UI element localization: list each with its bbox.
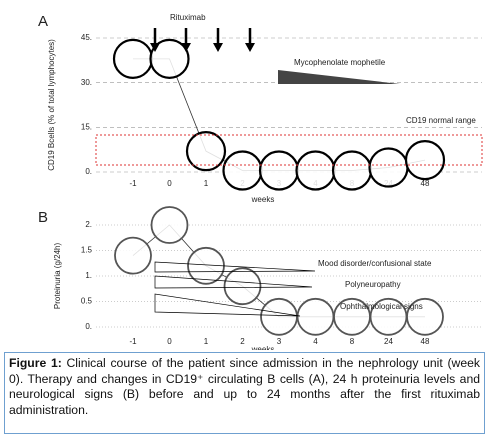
data-point [406,297,444,336]
x-tick-label: 0 [167,179,172,188]
panel-label: B [38,209,48,226]
annotation: Ophthalmological signs [340,302,423,311]
x-tick-label: 3 [277,337,282,346]
x-tick-label: 8 [350,337,355,346]
decor [95,28,483,317]
y-tick-label: 1.5 [81,246,93,255]
x-tick-label: -1 [129,337,137,346]
data-point [295,150,336,191]
data-point [112,38,154,79]
y-axis-label: Proteinuria (g/24h) [53,243,62,310]
caption: Figure 1: Clinical course of the patient… [4,352,485,434]
data-point [296,297,335,336]
arrow-heads [150,43,255,52]
chart: B 0. 0.5 1. 1.5 2. Proteinuria (g/24h) weeks -1 0… [38,206,482,350]
data-point [260,297,298,336]
normal-range-box [95,134,483,166]
x-tick-label: 0 [167,337,172,346]
data-point [331,150,373,191]
y-tick-label: 45. [81,33,92,42]
data-point [368,147,409,188]
y-axis-label: CD19 Bcells (% of total lymphocytes) [47,39,56,171]
x-tick-label: -1 [129,179,137,188]
x-tick-label: 1 [204,179,209,188]
data-point [258,150,300,191]
caption-label: Figure 1: [9,356,62,370]
x-tick-label: 1 [204,337,209,346]
annotation: Mood disorder/confusional state [318,259,432,268]
mycophenolate-wedge [278,70,400,84]
annotation: Rituximab [170,13,206,22]
data-point [223,267,262,306]
x-tick-label: 4 [313,337,318,346]
data-point [114,236,152,275]
data-point [149,38,190,79]
x-tick-label: 24 [384,337,393,346]
y-tick-label: 1. [85,271,92,280]
y-tick-label: 15. [81,122,92,131]
annotation: Mycophenolate mophetile [294,58,386,67]
data-point [150,206,189,244]
panel-label: A [38,13,48,30]
data-point [404,139,446,181]
x-tick-label: 2 [240,337,245,346]
annotation: CD19 normal range [406,116,476,125]
y-tick-label: 0. [85,167,92,176]
y-tick-label: 0.5 [81,297,93,306]
neuro-wedges [154,261,316,317]
y-tick-label: 0. [85,322,92,331]
x-axis-label: weeks [251,345,275,350]
label-bg [402,115,482,127]
annotation: Polyneuropathy [345,280,401,289]
chart: A 0. 15. 30. 45. CD19 Bcells (% of total lymp… [38,13,482,204]
y-tick-label: 30. [81,78,92,87]
figure: B 0. 0.5 1. 1.5 2. Proteinuria (g/24h) weeks -1 0… [38,13,483,350]
data-point [222,150,263,191]
x-axis-label: weeks [251,195,275,204]
x-tick-label: 48 [421,179,430,188]
caption-text: Clinical course of the patient since adm… [9,356,480,417]
data-point [185,131,227,172]
x-tick-label: 48 [421,337,430,346]
y-tick-label: 2. [85,220,92,229]
